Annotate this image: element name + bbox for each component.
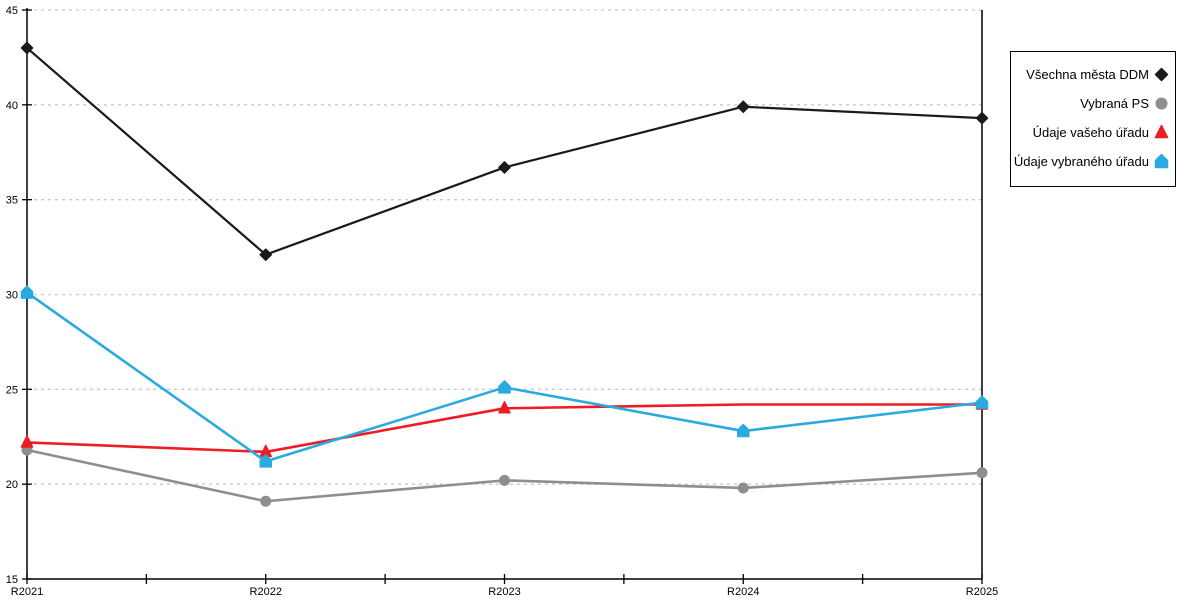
y-axis-tick-label: 40 <box>6 100 18 112</box>
circle-marker-icon <box>499 474 510 486</box>
legend-item-label: Údaje vybraného úřadu <box>1013 154 1149 169</box>
triangle-marker-icon <box>1154 125 1169 139</box>
legend-item-label: Všechna města DDM <box>1026 67 1149 82</box>
x-axis-tick-label: R2022 <box>250 586 282 598</box>
x-axis-tick-label: R2021 <box>11 586 43 598</box>
y-axis-tick-label: 30 <box>6 290 18 302</box>
house-marker-icon <box>737 423 750 438</box>
x-axis-tick-label: R2023 <box>488 586 520 598</box>
legend-item-label: Údaje vašeho úřadu <box>1032 125 1149 140</box>
y-axis-tick-label: 20 <box>6 479 18 491</box>
circle-marker-icon <box>1155 97 1168 110</box>
diamond-marker-icon <box>737 100 750 113</box>
house-marker-icon <box>975 395 989 409</box>
house-marker-icon <box>20 285 34 299</box>
circle-marker-icon <box>976 467 988 479</box>
series-line-0 <box>26 47 983 256</box>
triangle-marker-icon <box>20 435 34 448</box>
y-axis-tick-label: 15 <box>6 574 18 586</box>
house-marker-icon <box>498 380 511 394</box>
y-axis-tick-label: 35 <box>6 195 18 207</box>
x-axis-tick-label: R2024 <box>727 586 759 598</box>
diamond-marker-icon <box>259 248 272 261</box>
circle-marker-icon <box>260 495 272 507</box>
legend-item-2: Údaje vašeho úřadu <box>1017 118 1169 147</box>
diamond-marker-icon <box>975 111 989 125</box>
house-marker-icon <box>259 454 272 468</box>
y-axis-tick-label: 25 <box>6 384 18 396</box>
legend-item-1: Vybraná PS <box>1017 89 1169 118</box>
diamond-marker-icon <box>1154 67 1169 82</box>
triangle-marker-icon <box>498 401 511 414</box>
legend-item-3: Údaje vybraného úřadu <box>1013 147 1169 176</box>
series-line-3 <box>26 291 983 463</box>
legend-item-0: Všechna města DDM <box>1017 60 1169 89</box>
y-axis-tick-label: 45 <box>6 5 18 17</box>
legend-item-label: Vybraná PS <box>1080 96 1149 111</box>
diamond-marker-icon <box>20 41 34 55</box>
legend: Všechna města DDM Vybraná PS Údaje vašeho … <box>1010 51 1176 187</box>
house-marker-icon <box>1154 154 1169 169</box>
x-axis-tick-label: R2025 <box>966 586 998 598</box>
diamond-marker-icon <box>498 161 511 174</box>
circle-marker-icon <box>737 482 749 494</box>
